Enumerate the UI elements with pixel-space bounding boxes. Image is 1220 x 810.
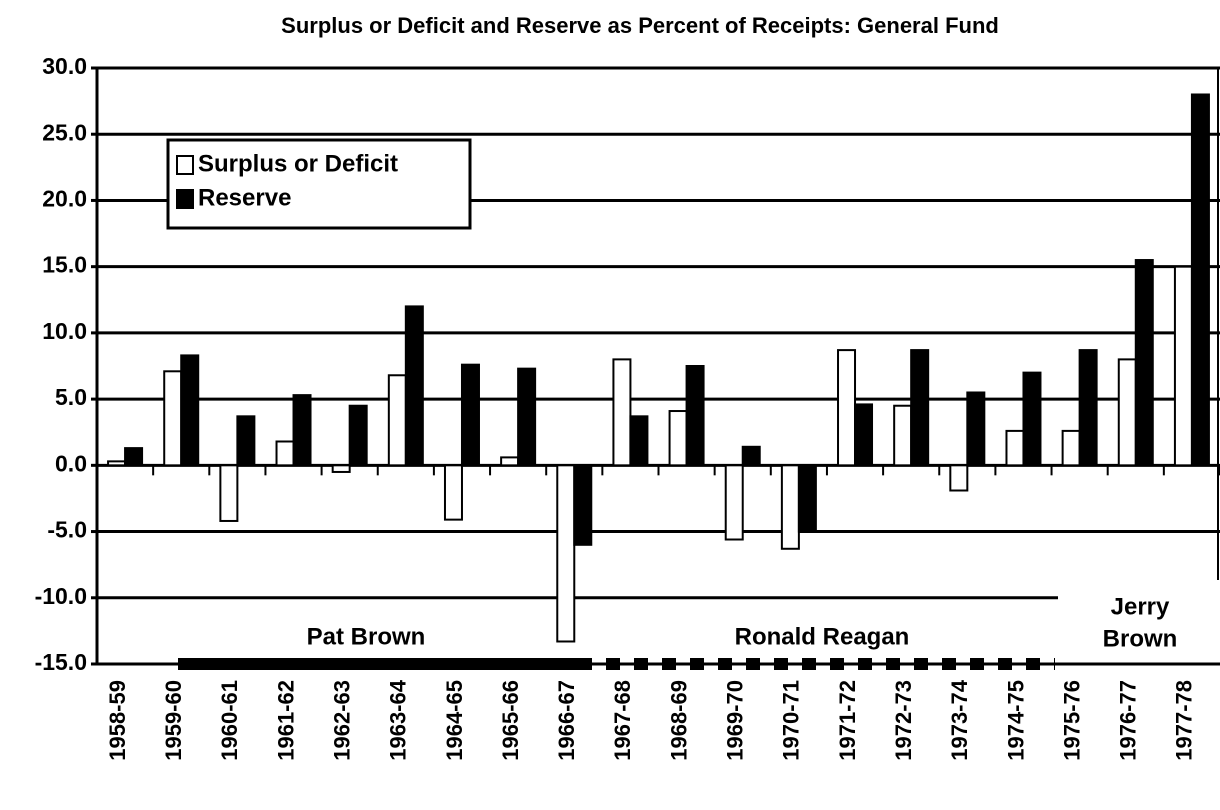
x-tick-label: 1961-62: [273, 680, 298, 761]
bar: [1022, 371, 1042, 467]
y-tick-label: 25.0: [42, 119, 87, 145]
bar: [685, 365, 705, 467]
bar: [1173, 265, 1193, 467]
x-tick-label: 1964-65: [442, 680, 467, 761]
bar: [1078, 349, 1098, 467]
y-tick-label: 0.0: [55, 450, 87, 476]
bar: [1134, 259, 1154, 467]
bar: [780, 464, 800, 550]
annotation: Pat Brown: [307, 623, 426, 650]
bar: [180, 354, 200, 467]
bar: [629, 415, 649, 467]
bar: [124, 447, 144, 467]
y-tick-label: 15.0: [42, 252, 87, 278]
x-tick-label: 1972-73: [891, 680, 916, 761]
bar: [331, 464, 351, 473]
x-tick-label: 1967-68: [610, 680, 635, 761]
legend-swatch: [176, 155, 194, 175]
bar: [107, 460, 127, 467]
y-tick-label: -15.0: [35, 649, 87, 675]
bar: [797, 464, 817, 533]
legend-label: Surplus or Deficit: [198, 150, 398, 177]
bar: [443, 464, 463, 521]
x-tick-label: 1970-71: [779, 680, 804, 761]
x-tick-label: 1968-69: [666, 680, 691, 761]
y-tick-label: -5.0: [47, 517, 87, 543]
bar: [275, 440, 295, 467]
bar: [1117, 358, 1137, 467]
x-tick-label: 1959-60: [161, 680, 186, 761]
legend-box: [166, 138, 472, 230]
bar: [893, 404, 913, 467]
bar: [949, 464, 969, 492]
bar: [163, 370, 183, 467]
bar: [837, 349, 857, 467]
y-tick-label: 10.0: [42, 318, 87, 344]
x-tick-label: 1962-63: [329, 680, 354, 761]
bar: [1061, 429, 1081, 467]
chart-title: Surplus or Deficit and Reserve as Percen…: [281, 13, 999, 38]
x-tick-label: 1960-61: [217, 680, 242, 761]
bar: [460, 363, 480, 467]
bar: [404, 305, 424, 467]
bar: [573, 464, 593, 546]
bar: [517, 367, 537, 467]
x-tick-label: 1977-78: [1172, 680, 1197, 761]
annotation-backdrop: [1058, 580, 1220, 662]
x-tick-label: 1966-67: [554, 680, 579, 761]
bar: [966, 391, 986, 467]
x-tick-label: 1974-75: [1003, 680, 1028, 761]
bar: [910, 349, 930, 467]
x-tick-label: 1976-77: [1116, 680, 1141, 761]
x-tick-label: 1958-59: [105, 680, 130, 761]
bar: [612, 358, 632, 467]
x-tick-label: 1971-72: [835, 680, 860, 761]
y-tick-label: 5.0: [55, 384, 87, 410]
bar: [500, 456, 520, 467]
bar: [556, 464, 576, 643]
x-tick-label: 1975-76: [1059, 680, 1084, 761]
annotation: Ronald Reagan: [735, 623, 910, 650]
bar: [854, 403, 874, 467]
x-tick-label: 1963-64: [386, 679, 411, 761]
x-tick-label: 1969-70: [723, 680, 748, 761]
bar: [292, 394, 312, 467]
bar: [219, 464, 239, 522]
annotation: Brown: [1103, 625, 1178, 652]
bar: [348, 404, 368, 467]
bar: [668, 410, 688, 467]
bar: [1005, 429, 1025, 467]
x-tick-label: 1973-74: [947, 679, 972, 761]
x-tick-label: 1965-66: [498, 680, 523, 761]
bar: [387, 374, 407, 467]
bar: [1190, 93, 1210, 467]
y-tick-label: 30.0: [42, 53, 87, 79]
bar: [724, 464, 744, 541]
legend-label: Reserve: [198, 184, 291, 211]
bar: [741, 445, 761, 467]
y-tick-label: 20.0: [42, 186, 87, 212]
legend-swatch: [176, 189, 194, 209]
bar: [236, 415, 256, 467]
y-tick-label: -10.0: [35, 583, 87, 609]
annotation: Jerry: [1111, 593, 1170, 620]
